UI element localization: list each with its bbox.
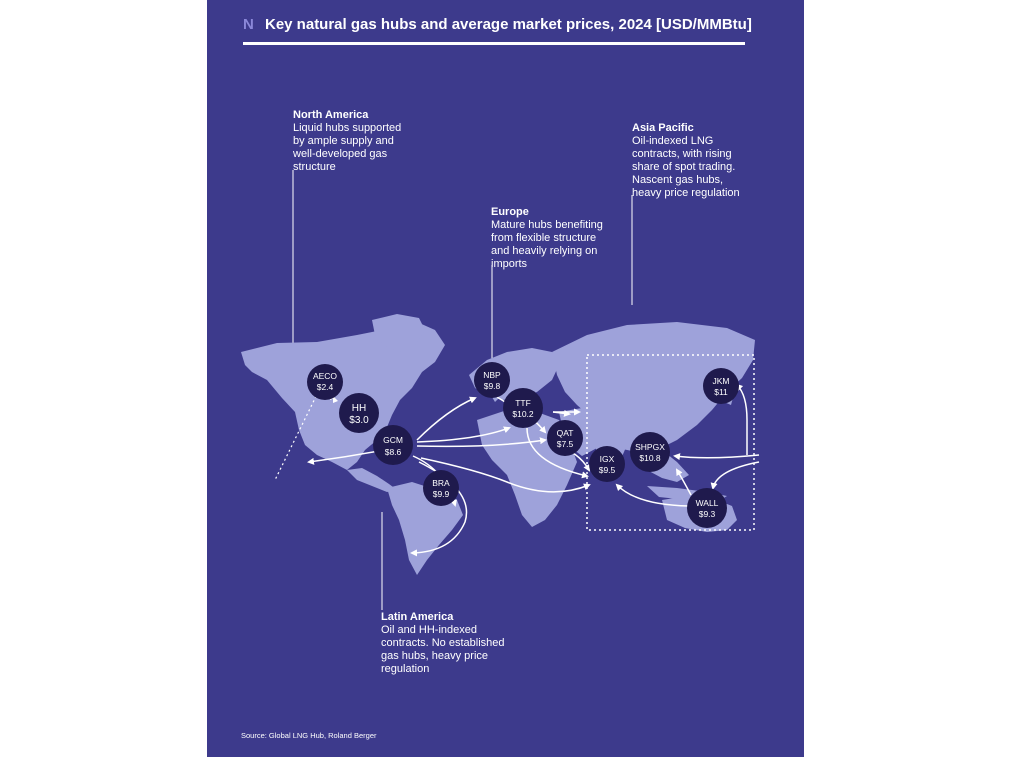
- hub-aeco-name: AECO: [313, 371, 337, 381]
- hub-bra-price: $9.9: [433, 489, 450, 499]
- asia-pacific-title: Asia Pacific: [632, 122, 694, 134]
- flow-gcm-qat: [416, 437, 547, 448]
- hub-nbp-price: $9.8: [484, 381, 501, 391]
- hub-igx-price: $9.5: [599, 465, 616, 475]
- asia-pacific-region-outline: [586, 354, 755, 531]
- page-title: Key natural gas hubs and average market …: [265, 16, 752, 33]
- hub-qat-name: QAT: [557, 428, 574, 438]
- north-america-annotation: North America Liquid hubs supported by a…: [293, 109, 443, 174]
- world-map: AECO $2.4 HH $3.0 GCM $8.6 BRA $9.9 NBP: [241, 170, 760, 610]
- header-rule: [243, 42, 745, 45]
- hub-ttf-name: TTF: [515, 398, 531, 408]
- hub-aeco: AECO $2.4: [307, 364, 343, 400]
- latin-america-body: Oil and HH-indexed contracts. No establi…: [381, 624, 505, 675]
- hub-wall-name: WALL: [696, 498, 719, 508]
- flow-pacific-wall: [710, 461, 760, 490]
- source-note: Source: Global LNG Hub, Roland Berger: [241, 731, 377, 740]
- hub-hh-price: $3.0: [349, 415, 369, 426]
- greenland-landmass: [372, 314, 425, 352]
- flow-gcm-nbp: [416, 396, 477, 441]
- flow-wall-shpgx: [675, 468, 692, 496]
- hub-qat: QAT $7.5: [547, 420, 583, 456]
- hub-shpgx: SHPGX $10.8: [630, 432, 670, 472]
- flow-wall-igx: [615, 483, 690, 507]
- hub-shpgx-price: $10.8: [639, 453, 661, 463]
- latin-america-title: Latin America: [381, 611, 454, 623]
- hub-shpgx-name: SHPGX: [635, 442, 665, 452]
- central-america-landmass: [347, 468, 397, 492]
- flow-gcm-igx: [420, 457, 591, 493]
- north-america-title: North America: [293, 109, 369, 121]
- europe-body: Mature hubs benefiting from flexible str…: [491, 219, 603, 270]
- hub-nbp: NBP $9.8: [474, 362, 510, 398]
- hub-jkm-name: JKM: [713, 376, 730, 386]
- hub-nbp-name: NBP: [483, 370, 501, 380]
- header: N Key natural gas hubs and average marke…: [243, 12, 763, 36]
- hub-markers: AECO $2.4 HH $3.0 GCM $8.6 BRA $9.9 NBP: [307, 362, 739, 528]
- hub-wall: WALL $9.3: [687, 488, 727, 528]
- hub-gcm-name: GCM: [383, 435, 403, 445]
- hub-gcm: GCM $8.6: [373, 425, 413, 465]
- north-america-body: Liquid hubs supported by ample supply an…: [293, 122, 402, 173]
- hub-hh-name: HH: [352, 403, 366, 414]
- europe-title: Europe: [491, 206, 529, 218]
- asia-pacific-body: Oil-indexed LNG contracts, with rising s…: [632, 135, 740, 199]
- hub-jkm: JKM $11: [703, 368, 739, 404]
- asia-pacific-annotation: Asia Pacific Oil-indexed LNG contracts, …: [632, 122, 782, 200]
- north-america-landmass: [241, 322, 445, 470]
- hub-aeco-price: $2.4: [317, 382, 334, 392]
- hub-jkm-price: $11: [714, 387, 728, 397]
- flow-ttf-igx: [526, 427, 589, 479]
- hub-wall-price: $9.3: [699, 509, 716, 519]
- section-mark: N: [243, 16, 254, 33]
- hub-igx: IGX $9.5: [589, 446, 625, 482]
- hub-bra: BRA $9.9: [423, 470, 459, 506]
- europe-annotation: Europe Mature hubs benefiting from flexi…: [491, 206, 641, 271]
- hub-bra-name: BRA: [432, 478, 450, 488]
- flow-pacific-jkm: [735, 383, 748, 455]
- hub-ttf-price: $10.2: [512, 409, 534, 419]
- leader-lines: [292, 170, 633, 610]
- hub-igx-name: IGX: [600, 454, 615, 464]
- americas-dotted-boundary: [274, 377, 326, 481]
- hub-gcm-price: $8.6: [385, 447, 402, 457]
- latin-america-annotation: Latin America Oil and HH-indexed contrac…: [381, 611, 531, 676]
- hub-ttf: TTF $10.2: [503, 388, 543, 428]
- flow-pacific-shpgx: [673, 453, 760, 461]
- hub-qat-price: $7.5: [557, 439, 574, 449]
- hub-hh: HH $3.0: [339, 393, 379, 433]
- infographic-panel: N Key natural gas hubs and average marke…: [207, 0, 804, 757]
- flow-gcm-ttf: [416, 426, 511, 443]
